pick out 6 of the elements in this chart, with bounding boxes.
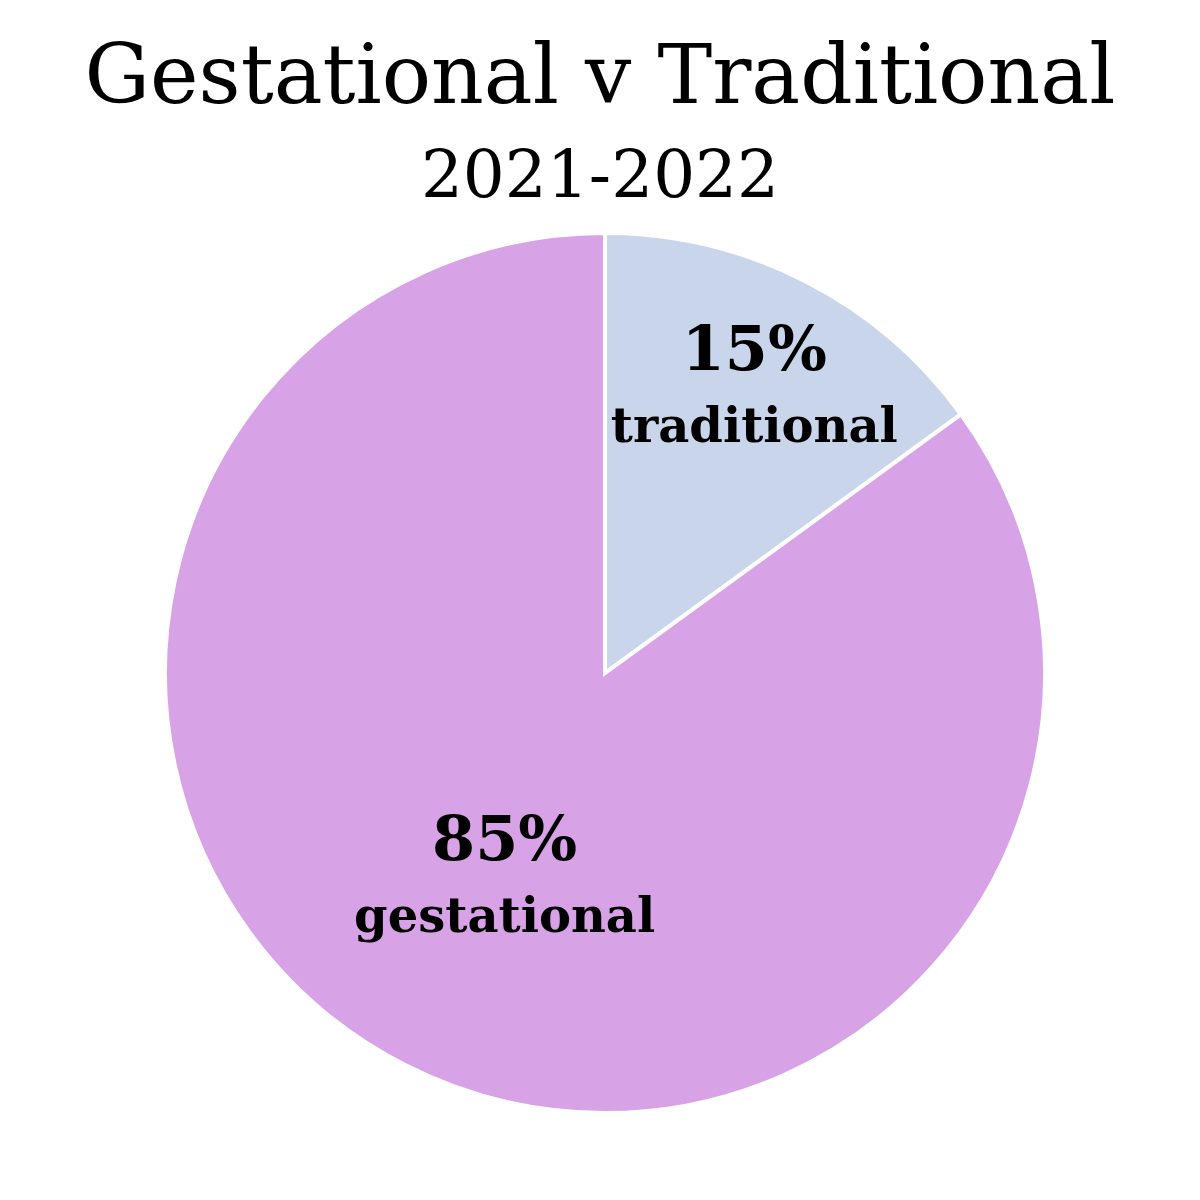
chart-title: Gestational v Traditional <box>83 26 1117 124</box>
slice-label: traditional <box>610 396 898 453</box>
chart-subtitle: 2021-2022 <box>419 135 781 215</box>
data-label: 85% <box>432 802 578 875</box>
data-label: 15% <box>681 311 827 385</box>
slice-label: gestational <box>354 887 656 943</box>
